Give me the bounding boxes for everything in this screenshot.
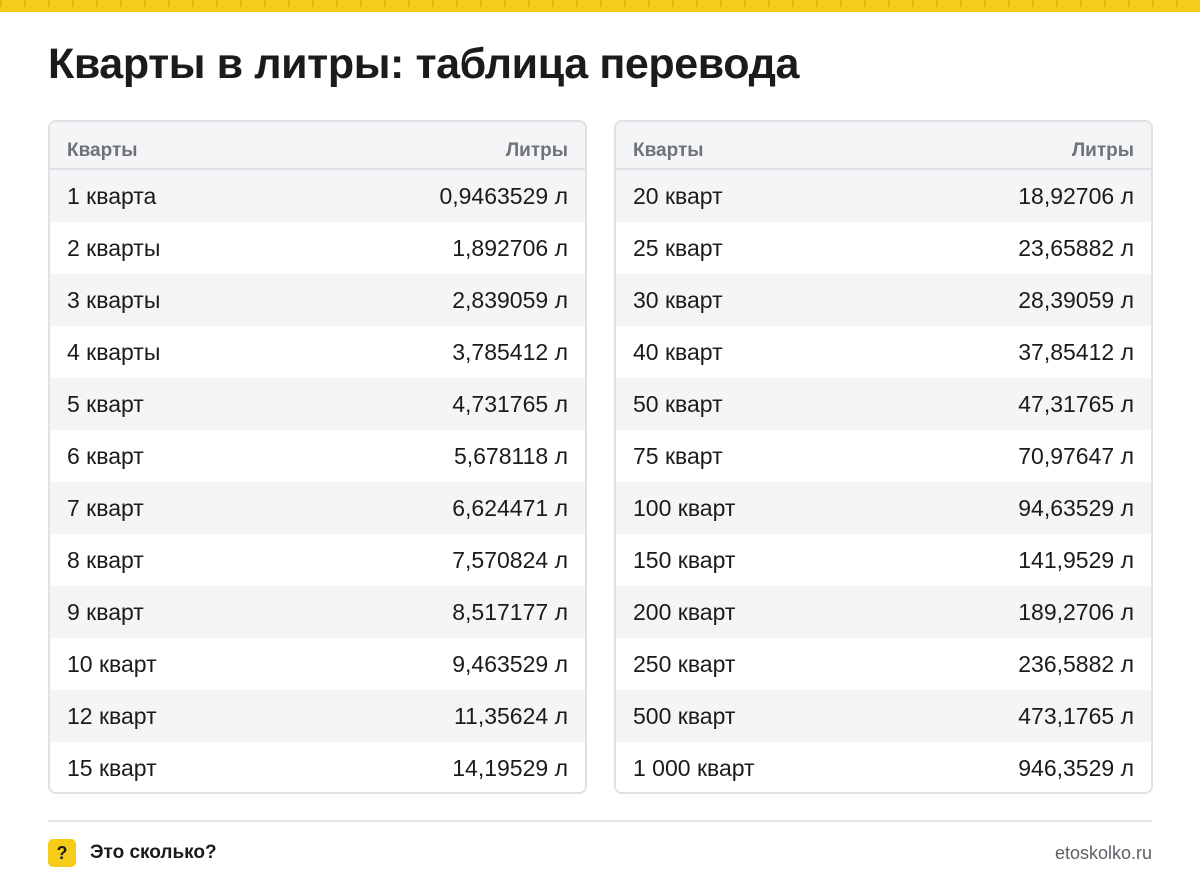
conversion-table-left: Кварты Литры 1 кварта 0,9463529 л 2 кварты… [48, 120, 587, 794]
table-row: 9 кварт 8,517177 л [50, 586, 585, 638]
cell-liters: 23,65882 л [1018, 234, 1134, 261]
table-row: 500 кварт 473,1765 л [616, 690, 1151, 742]
cell-quarts: 50 кварт [633, 390, 723, 417]
cell-quarts: 15 кварт [67, 754, 157, 781]
page-title: Кварты в литры: таблица перевода [48, 40, 799, 88]
table-row: 40 кварт 37,85412 л [616, 326, 1151, 378]
footer-divider [48, 820, 1152, 822]
cell-liters: 4,731765 л [452, 390, 568, 417]
cell-liters: 189,2706 л [1018, 598, 1134, 625]
table-row: 2 кварты 1,892706 л [50, 222, 585, 274]
cell-liters: 11,35624 л [453, 702, 568, 729]
table-row: 12 кварт 11,35624 л [50, 690, 585, 742]
cell-quarts: 12 кварт [67, 702, 157, 729]
cell-quarts: 150 кварт [633, 546, 736, 573]
header-liters: Литры [505, 140, 568, 161]
table-row: 1 кварта 0,9463529 л [50, 170, 585, 222]
cell-quarts: 1 кварта [67, 182, 157, 209]
table-row: 250 кварт 236,5882 л [616, 638, 1151, 690]
table-row: 25 кварт 23,65882 л [616, 222, 1151, 274]
cell-liters: 14,19529 л [452, 754, 568, 781]
question-mark-logo-icon: ? [48, 839, 76, 867]
cell-quarts: 4 кварты [67, 338, 161, 365]
conversion-table-right: Кварты Литры 20 кварт 18,92706 л 25 кварт 2… [614, 120, 1153, 794]
table-row: 3 кварты 2,839059 л [50, 274, 585, 326]
cell-liters: 946,3529 л [1018, 754, 1134, 781]
cell-quarts: 2 кварты [67, 234, 161, 261]
cell-liters: 3,785412 л [452, 338, 568, 365]
table-row: 10 кварт 9,463529 л [50, 638, 585, 690]
table-row: 15 кварт 14,19529 л [50, 742, 585, 792]
cell-liters: 1,892706 л [452, 234, 568, 261]
cell-quarts: 200 кварт [633, 598, 736, 625]
footer-site-link[interactable]: etoskolko.ru [1054, 843, 1152, 863]
header-quarts: Кварты [633, 140, 704, 161]
cell-liters: 37,85412 л [1018, 338, 1134, 365]
table-body: 1 кварта 0,9463529 л 2 кварты 1,892706 л 3 к… [50, 170, 585, 792]
cell-quarts: 250 кварт [633, 650, 736, 677]
cell-liters: 0,9463529 л [439, 182, 568, 209]
table-row: 50 кварт 47,31765 л [616, 378, 1151, 430]
header-quarts: Кварты [67, 140, 138, 161]
cell-liters: 94,63529 л [1018, 494, 1134, 521]
cell-quarts: 100 кварт [633, 494, 736, 521]
table-row: 1 000 кварт 946,3529 л [616, 742, 1151, 792]
cell-quarts: 5 кварт [67, 390, 144, 417]
cell-liters: 6,624471 л [452, 494, 568, 521]
table-row: 5 кварт 4,731765 л [50, 378, 585, 430]
table-header: Кварты Литры [50, 122, 585, 170]
cell-quarts: 20 кварт [633, 182, 723, 209]
table-row: 20 кварт 18,92706 л [616, 170, 1151, 222]
cell-liters: 5,678118 л [453, 442, 568, 469]
footer-brand: Это сколько? [90, 842, 217, 863]
cell-quarts: 3 кварты [67, 286, 161, 313]
cell-quarts: 10 кварт [67, 650, 157, 677]
cell-liters: 8,517177 л [452, 598, 568, 625]
table-row: 100 кварт 94,63529 л [616, 482, 1151, 534]
cell-liters: 9,463529 л [452, 650, 568, 677]
cell-quarts: 75 кварт [633, 442, 723, 469]
cell-quarts: 9 кварт [67, 598, 144, 625]
table-row: 8 кварт 7,570824 л [50, 534, 585, 586]
cell-quarts: 30 кварт [633, 286, 723, 313]
table-body: 20 кварт 18,92706 л 25 кварт 23,65882 л 30 к… [616, 170, 1151, 792]
table-row: 6 кварт 5,678118 л [50, 430, 585, 482]
cell-quarts: 8 кварт [67, 546, 144, 573]
header-liters: Литры [1071, 140, 1134, 161]
cell-liters: 236,5882 л [1018, 650, 1134, 677]
cell-liters: 70,97647 л [1018, 442, 1134, 469]
ruler-strip [0, 0, 1200, 12]
cell-quarts: 500 кварт [633, 702, 736, 729]
cell-quarts: 6 кварт [67, 442, 144, 469]
table-row: 30 кварт 28,39059 л [616, 274, 1151, 326]
table-row: 150 кварт 141,9529 л [616, 534, 1151, 586]
cell-liters: 47,31765 л [1018, 390, 1134, 417]
table-row: 4 кварты 3,785412 л [50, 326, 585, 378]
cell-liters: 7,570824 л [452, 546, 568, 573]
cell-liters: 2,839059 л [452, 286, 568, 313]
cell-quarts: 40 кварт [633, 338, 723, 365]
table-header: Кварты Литры [616, 122, 1151, 170]
table-row: 75 кварт 70,97647 л [616, 430, 1151, 482]
cell-liters: 28,39059 л [1018, 286, 1134, 313]
cell-quarts: 1 000 кварт [633, 754, 755, 781]
cell-quarts: 25 кварт [633, 234, 723, 261]
table-row: 200 кварт 189,2706 л [616, 586, 1151, 638]
cell-liters: 141,9529 л [1018, 546, 1134, 573]
table-row: 7 кварт 6,624471 л [50, 482, 585, 534]
cell-liters: 18,92706 л [1018, 182, 1134, 209]
cell-quarts: 7 кварт [67, 494, 144, 521]
cell-liters: 473,1765 л [1018, 702, 1134, 729]
